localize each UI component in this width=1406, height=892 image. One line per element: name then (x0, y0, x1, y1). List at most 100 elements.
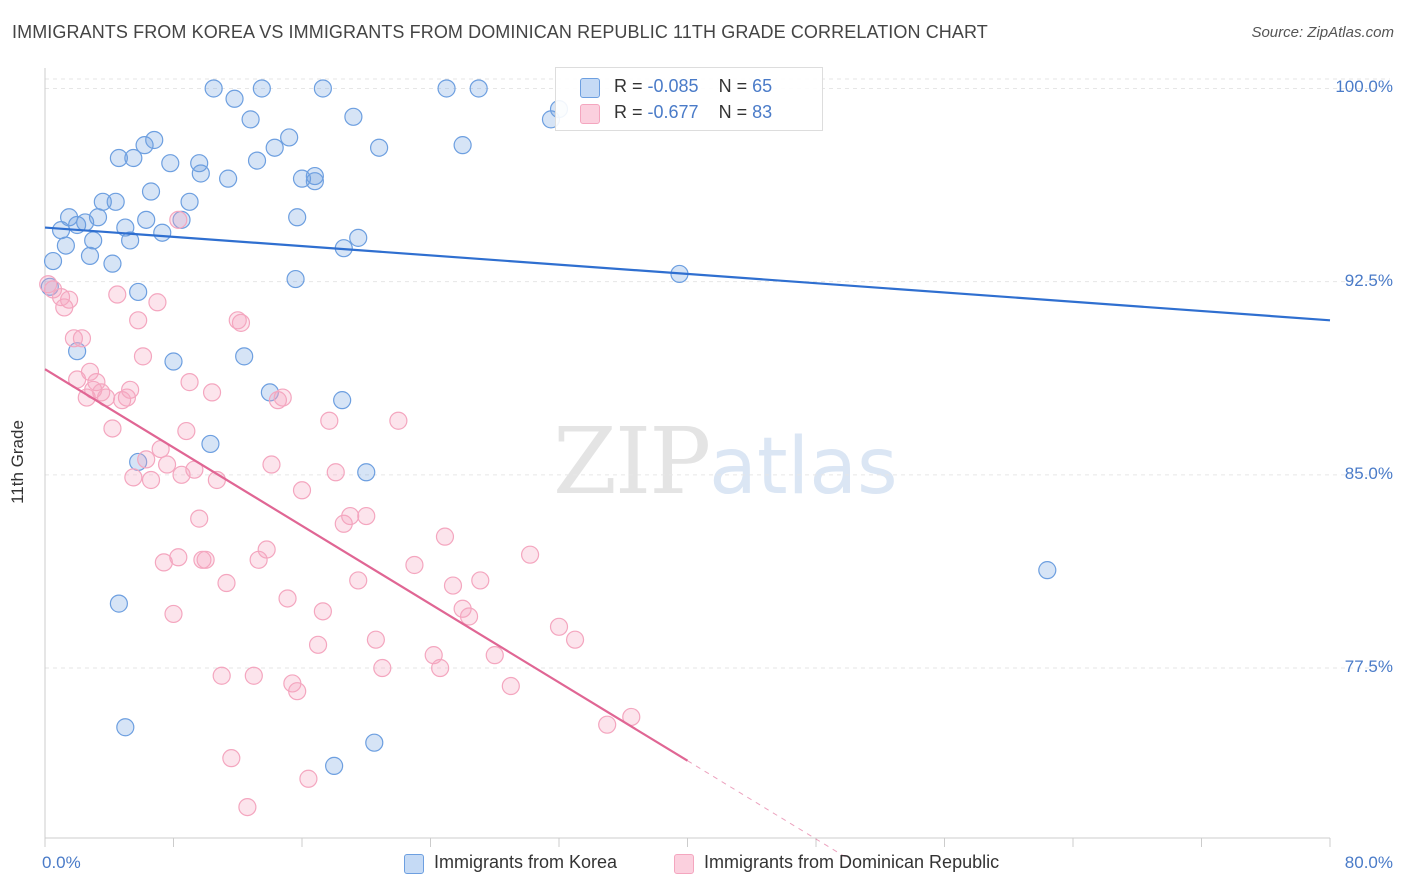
point-dominican-57 (313, 602, 332, 621)
point-dominican-28 (164, 604, 183, 624)
point-dominican-44 (238, 797, 257, 817)
point-korea-61 (109, 594, 128, 613)
point-dominican-75 (485, 646, 504, 665)
y-tick-label-0: 77.5% (1344, 657, 1393, 676)
point-dominican-70 (435, 527, 455, 546)
y-tick-label-1: 85.0% (1344, 463, 1393, 483)
point-korea-16 (121, 231, 140, 250)
x-tick-label-min: 0.0% (42, 853, 81, 872)
point-dominican-27 (157, 455, 177, 474)
point-korea-32 (225, 89, 244, 108)
trend-extension-dominican (687, 760, 849, 860)
point-korea-8 (80, 246, 100, 266)
chart-title: IMMIGRANTS FROM KOREA VS IMMIGRANTS FROM… (12, 22, 988, 42)
point-dominican-47 (257, 540, 276, 559)
point-dominican-34 (190, 509, 209, 528)
legend-stats-korea: R = -0.085 N = 65 (614, 76, 773, 96)
point-dominican-76 (501, 676, 520, 696)
trend-lines (44, 226, 1331, 860)
point-dominican-50 (273, 388, 292, 407)
point-dominican-56 (308, 635, 328, 654)
legend-label-korea: Immigrants from Korea (434, 852, 618, 872)
point-korea-54 (437, 79, 456, 98)
legend-label-dominican: Immigrants from Dominican Republic (704, 852, 1000, 872)
point-korea-38 (265, 138, 284, 157)
legend-swatch-korea-bottom (404, 854, 424, 874)
point-dominican-51 (278, 589, 297, 608)
point-dominican-82 (169, 210, 188, 229)
point-dominican-12 (92, 383, 111, 402)
legend-swatch-dominican-bottom (674, 854, 694, 874)
point-korea-25 (164, 352, 183, 371)
point-dominican-9 (80, 362, 100, 381)
series-legend: Immigrants from Korea Immigrants from Do… (0, 852, 1406, 876)
point-korea-64 (116, 718, 135, 737)
point-korea-30 (204, 79, 223, 98)
point-korea-33 (235, 347, 254, 366)
point-dominican-67 (405, 555, 424, 575)
point-korea-24 (161, 154, 180, 173)
point-korea-3 (56, 236, 75, 255)
point-dominican-24 (148, 293, 167, 312)
point-korea-29 (191, 164, 210, 183)
point-dominican-78 (549, 617, 569, 636)
legend-stats-dominican: R = -0.677 N = 83 (614, 102, 773, 122)
y-tick-label-3: 100.0% (1335, 77, 1393, 97)
point-korea-41 (288, 208, 307, 227)
point-dominican-71 (443, 576, 463, 595)
point-korea-21 (141, 182, 161, 201)
watermark: ZIPatlas (553, 408, 898, 515)
point-dominican-74 (471, 571, 490, 590)
point-dominican-18 (121, 380, 140, 399)
point-dominican-48 (262, 455, 281, 474)
point-korea-36 (252, 79, 271, 98)
point-dominican-62 (349, 571, 368, 590)
point-korea-23 (153, 223, 172, 242)
point-korea-55 (453, 136, 472, 155)
point-korea-40 (286, 269, 305, 289)
point-korea-52 (365, 733, 384, 752)
point-dominican-41 (222, 749, 241, 768)
point-dominican-45 (244, 666, 263, 685)
point-korea-12 (103, 254, 122, 273)
point-dominican-15 (108, 285, 127, 304)
point-korea-63 (201, 434, 220, 454)
point-dominican-73 (459, 607, 479, 626)
point-dominican-26 (154, 553, 173, 572)
point-dominican-36 (196, 550, 215, 569)
point-korea-19 (135, 136, 154, 155)
point-korea-51 (357, 463, 376, 482)
point-korea-13 (106, 192, 125, 211)
point-dominican-59 (326, 463, 345, 482)
source-credit: Source: ZipAtlas.com (1251, 24, 1394, 41)
point-dominican-80 (598, 715, 617, 734)
point-korea-60 (1038, 561, 1057, 580)
point-korea-46 (325, 756, 344, 775)
point-korea-35 (247, 151, 267, 170)
trend-line-korea (44, 226, 1331, 322)
data-points (39, 79, 1057, 817)
point-korea-45 (313, 79, 332, 98)
point-dominican-55 (299, 769, 318, 788)
point-dominican-61 (341, 506, 360, 526)
point-dominican-29 (169, 548, 188, 567)
point-korea-43 (305, 166, 324, 186)
point-dominican-4 (59, 290, 79, 309)
point-dominican-42 (228, 311, 247, 330)
y-tick-label-2: 92.5% (1344, 270, 1393, 290)
point-dominican-54 (292, 481, 312, 500)
point-dominican-65 (373, 658, 392, 678)
axes (44, 68, 1331, 847)
point-dominican-0 (39, 275, 58, 294)
point-korea-44 (305, 172, 324, 191)
x-tick-label-max: 80.0% (1344, 853, 1393, 872)
point-dominican-79 (565, 630, 585, 649)
point-dominican-22 (137, 450, 156, 469)
point-dominican-32 (180, 373, 199, 392)
grid-lines (45, 78, 1390, 669)
point-korea-47 (333, 391, 352, 410)
point-dominican-19 (124, 468, 143, 487)
point-dominican-49 (268, 391, 288, 410)
point-korea-10 (88, 208, 108, 227)
